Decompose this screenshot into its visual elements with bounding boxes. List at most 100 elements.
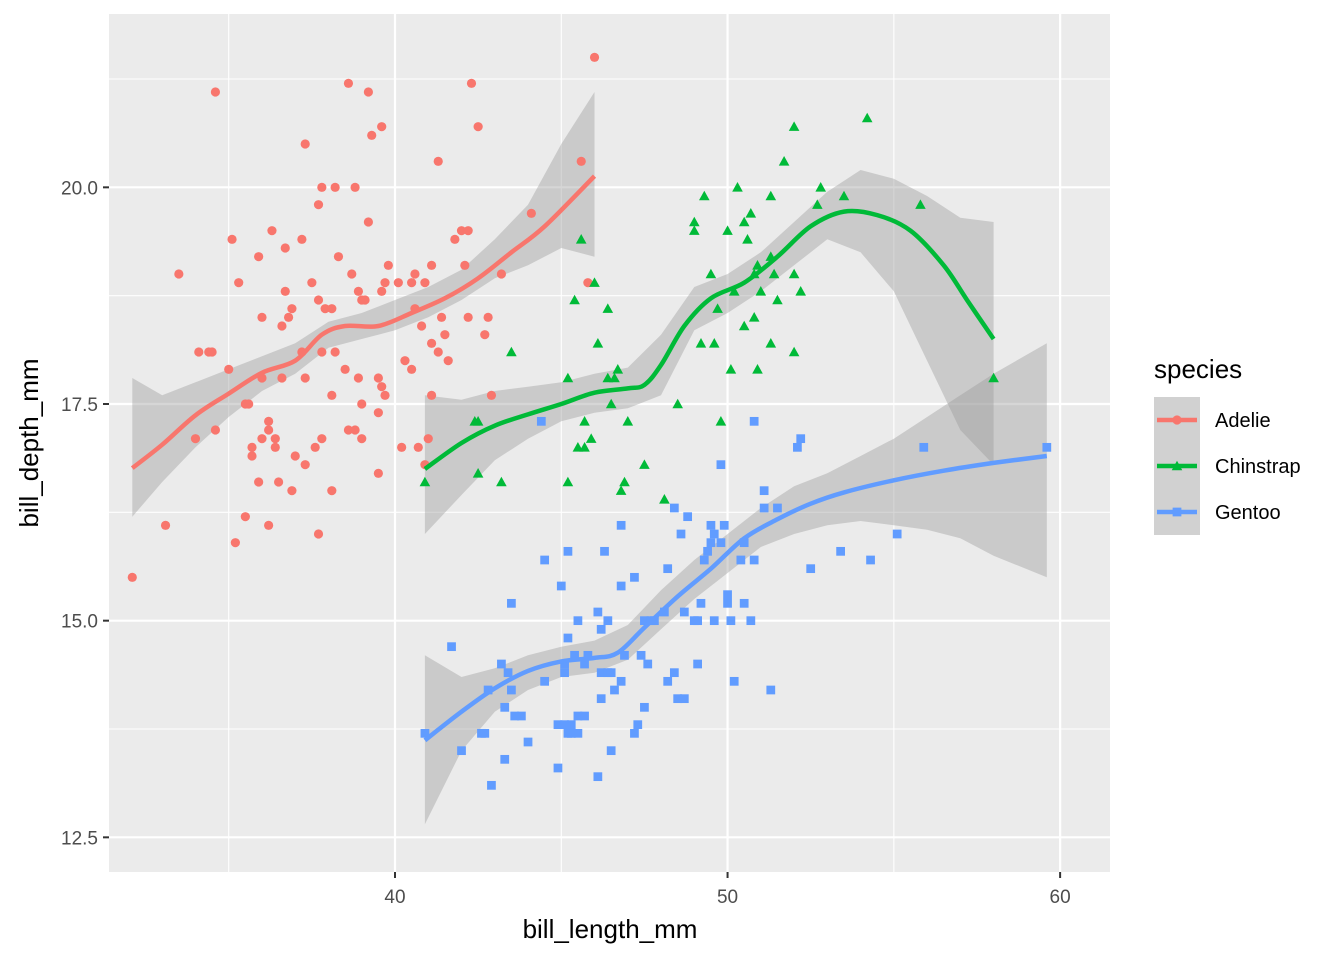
data-point	[723, 598, 732, 608]
data-point	[377, 286, 387, 296]
data-point	[343, 425, 354, 435]
data-point	[593, 607, 603, 617]
data-point	[732, 182, 743, 192]
data-point	[709, 529, 719, 539]
data-point	[562, 476, 574, 487]
data-point	[676, 529, 686, 539]
data-point	[619, 476, 630, 487]
data-point	[264, 416, 274, 426]
data-point	[277, 321, 287, 331]
data-point	[610, 685, 619, 695]
data-point	[317, 347, 327, 357]
data-point	[553, 720, 563, 730]
data-point	[659, 494, 670, 504]
data-point	[600, 546, 609, 556]
data-point	[423, 434, 433, 444]
data-point	[417, 321, 427, 331]
data-point	[566, 720, 576, 730]
data-point	[357, 434, 367, 444]
data-point	[274, 477, 284, 487]
data-point	[772, 294, 783, 305]
legend-label: Chinstrap	[1215, 456, 1301, 478]
data-point	[353, 286, 364, 296]
confidence-band-gentoo	[424, 343, 1047, 825]
data-point	[569, 294, 580, 305]
data-point	[592, 338, 604, 348]
data-point	[560, 668, 569, 678]
data-point	[343, 78, 354, 88]
data-point	[706, 538, 716, 548]
data-point	[500, 702, 510, 712]
data-point	[738, 320, 750, 331]
data-point	[310, 442, 320, 452]
x-axis-title: bill_length_mm	[523, 914, 698, 944]
data-point	[400, 356, 410, 366]
data-point	[420, 278, 430, 288]
data-point	[672, 398, 683, 409]
data-point	[450, 234, 460, 244]
legend-label: Gentoo	[1215, 502, 1281, 524]
data-point	[596, 624, 606, 634]
data-point	[357, 399, 367, 409]
data-point	[596, 668, 606, 678]
data-point	[709, 338, 720, 348]
data-point	[407, 364, 417, 374]
data-point	[773, 503, 782, 513]
data-point	[640, 616, 649, 626]
data-point	[583, 278, 593, 288]
smooth-lines	[130, 174, 1048, 743]
data-point	[606, 746, 616, 756]
data-point	[536, 416, 546, 426]
data-point	[748, 312, 760, 322]
data-point	[363, 87, 373, 97]
data-point	[752, 364, 763, 374]
data-point	[746, 616, 756, 626]
data-point	[988, 372, 999, 383]
data-point	[523, 737, 533, 747]
data-point	[347, 269, 357, 279]
data-point	[556, 581, 566, 591]
data-point	[726, 616, 736, 626]
data-point	[463, 312, 473, 322]
data-point	[566, 728, 576, 738]
data-point	[257, 312, 267, 322]
data-point	[247, 451, 257, 461]
data-point	[669, 668, 679, 678]
data-point	[703, 546, 712, 556]
data-point	[413, 442, 423, 452]
data-point	[472, 468, 484, 478]
data-point	[861, 112, 873, 123]
data-point	[705, 268, 717, 279]
data-point	[300, 373, 310, 383]
data-point	[633, 720, 643, 730]
data-point	[693, 659, 702, 669]
data-point	[663, 676, 673, 686]
data-point	[616, 581, 626, 591]
data-point	[380, 278, 390, 288]
data-point	[283, 312, 294, 322]
data-point	[609, 372, 620, 383]
data-point	[503, 668, 513, 678]
data-point	[892, 529, 902, 539]
data-point	[589, 277, 600, 287]
data-point	[270, 434, 280, 444]
data-point	[340, 364, 350, 374]
data-point	[630, 572, 639, 582]
data-point	[373, 373, 383, 383]
data-point	[433, 156, 443, 166]
data-point	[327, 304, 337, 314]
data-point	[380, 390, 390, 400]
data-point	[317, 182, 327, 192]
data-point	[443, 356, 453, 366]
data-point	[573, 728, 583, 738]
data-point	[290, 451, 300, 461]
grid	[109, 14, 1110, 872]
data-point	[353, 373, 364, 383]
data-point	[247, 442, 257, 452]
data-point	[679, 607, 689, 617]
data-point	[795, 286, 806, 296]
data-point	[722, 225, 733, 235]
legend-item-chinstrap: Chinstrap	[1154, 443, 1301, 489]
data-point	[363, 217, 373, 227]
data-point	[719, 520, 729, 530]
